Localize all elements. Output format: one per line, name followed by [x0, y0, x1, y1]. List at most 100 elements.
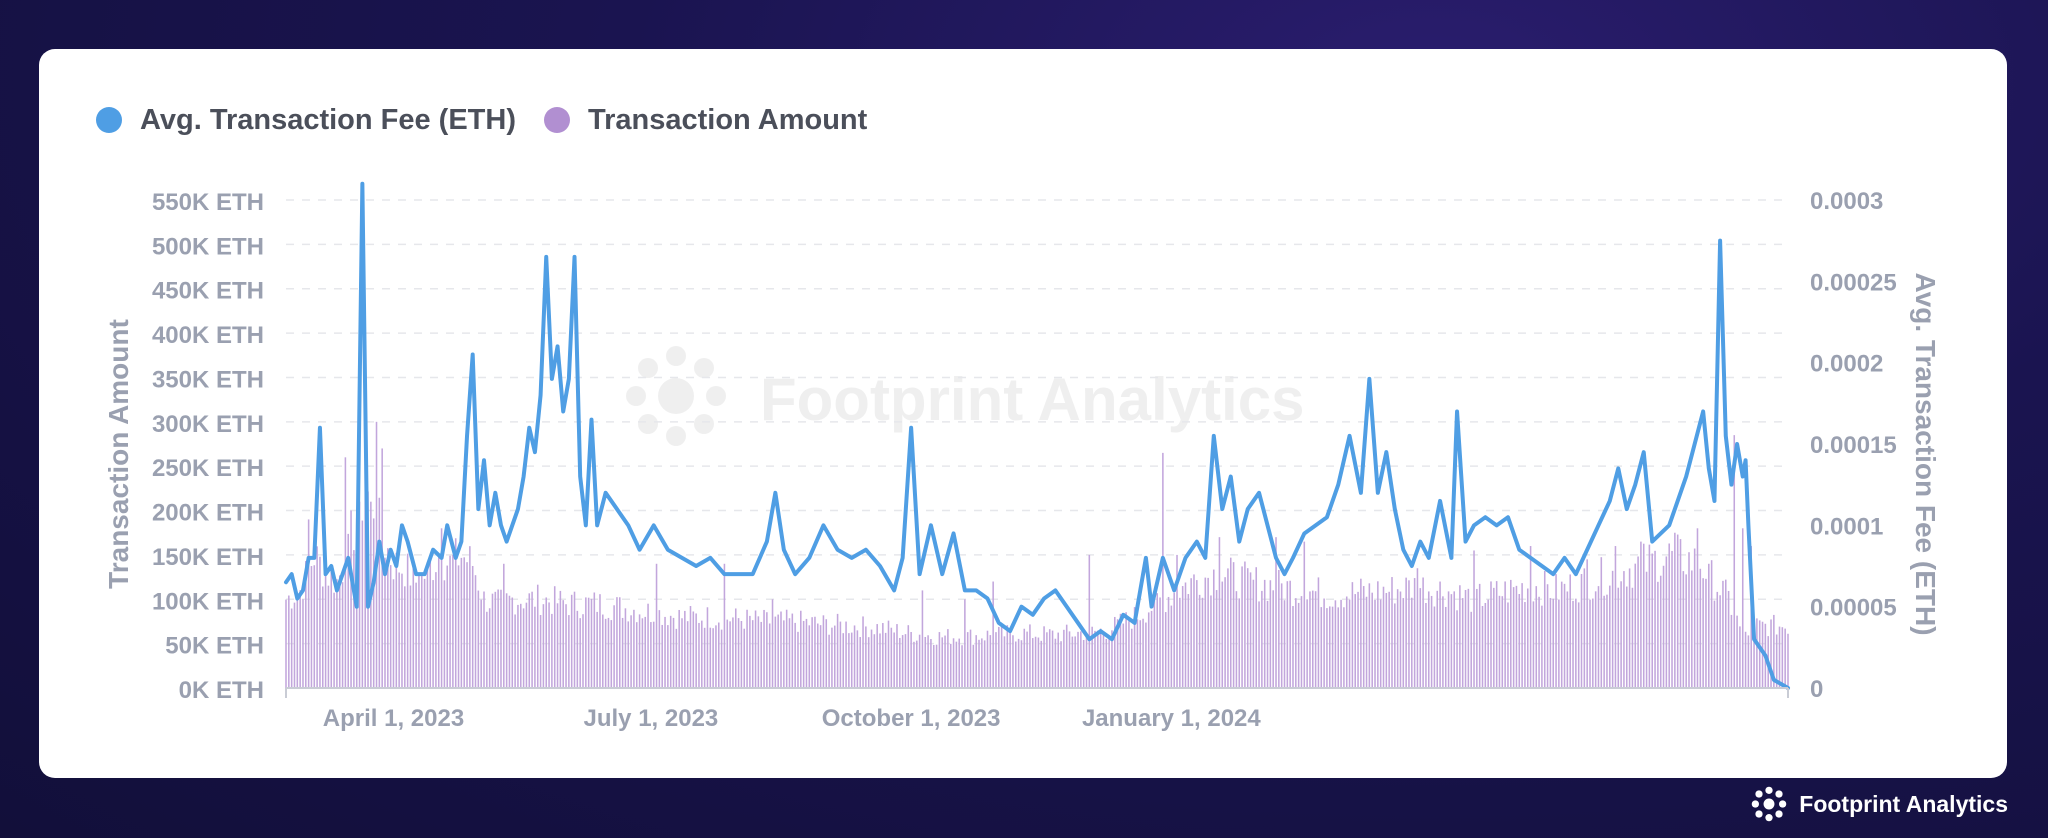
bar — [935, 644, 938, 688]
bar — [1303, 541, 1306, 688]
bar — [576, 610, 579, 688]
bar — [1269, 580, 1272, 688]
bar — [734, 608, 737, 688]
bar — [658, 610, 661, 688]
bar — [307, 519, 310, 688]
bar — [1583, 568, 1586, 688]
bar — [955, 641, 958, 688]
bar — [882, 623, 884, 688]
bar — [899, 637, 901, 688]
bar — [1224, 577, 1226, 688]
bar — [1306, 599, 1308, 688]
bar — [517, 604, 519, 688]
bar — [672, 617, 675, 688]
bar — [469, 546, 471, 688]
bar — [1498, 595, 1501, 688]
bar — [1068, 631, 1071, 688]
bar — [825, 619, 828, 688]
bar — [1645, 571, 1648, 688]
bar — [1003, 636, 1006, 688]
bar — [780, 611, 782, 688]
bar — [1218, 537, 1221, 688]
left-tick-label: 550K ETH — [152, 189, 264, 216]
bar — [471, 565, 474, 688]
bar — [568, 615, 570, 688]
bar — [1244, 561, 1246, 688]
bar — [1102, 632, 1105, 688]
bar — [562, 600, 564, 688]
bar — [590, 598, 593, 688]
legend-label-amount: Transaction Amount — [588, 103, 868, 136]
bar — [1278, 569, 1280, 688]
bar — [1648, 544, 1651, 688]
bar — [921, 590, 924, 688]
bar — [1773, 614, 1775, 688]
bar — [1674, 532, 1676, 688]
bar — [1444, 606, 1447, 688]
bar — [1122, 623, 1125, 688]
bar — [602, 614, 604, 688]
bar — [1379, 599, 1382, 688]
bar — [1391, 577, 1393, 688]
bar — [435, 572, 437, 688]
bar — [1541, 605, 1543, 688]
bar — [1473, 550, 1475, 688]
bar — [1272, 590, 1274, 688]
bar — [1464, 590, 1467, 688]
bar — [1193, 574, 1195, 688]
bar — [1659, 575, 1662, 688]
bar — [969, 629, 972, 688]
bar — [723, 563, 726, 688]
bar — [593, 592, 596, 688]
bar — [1521, 583, 1523, 688]
bar — [1136, 619, 1139, 688]
bar — [703, 627, 706, 688]
bar — [1026, 631, 1028, 688]
legend-item-fee[interactable]: Avg. Transaction Fee (ETH) — [96, 104, 516, 137]
bar — [870, 629, 873, 688]
bar — [952, 638, 955, 688]
bar — [924, 636, 927, 688]
bar — [1108, 636, 1110, 688]
bar — [1484, 602, 1487, 688]
bar — [740, 621, 743, 688]
bar — [768, 623, 771, 688]
bar — [443, 580, 446, 688]
bar — [536, 584, 539, 688]
bar — [989, 635, 992, 688]
bar — [1114, 616, 1116, 688]
bar — [1784, 628, 1786, 688]
bar — [500, 589, 502, 688]
bar — [876, 624, 878, 688]
bar — [689, 606, 692, 688]
bar — [932, 645, 935, 688]
bar — [879, 633, 881, 688]
bar — [1625, 586, 1628, 688]
legend-item-amount[interactable]: Transaction Amount — [544, 104, 867, 137]
bar — [412, 563, 415, 688]
bar — [808, 625, 811, 688]
bar — [398, 572, 400, 688]
bar — [828, 634, 830, 688]
bar — [514, 614, 516, 688]
bar — [763, 609, 765, 688]
bar — [1241, 566, 1243, 688]
legend-dot-amount — [544, 107, 570, 133]
bar — [599, 594, 601, 688]
bar — [559, 590, 562, 688]
bar — [378, 497, 381, 688]
bar — [511, 597, 514, 688]
bar — [992, 581, 994, 688]
bar — [635, 622, 638, 688]
bar — [610, 620, 613, 688]
bar — [1354, 594, 1356, 688]
bar — [1710, 560, 1713, 688]
bar — [630, 615, 632, 688]
bar — [1023, 628, 1026, 688]
bar — [313, 565, 316, 688]
bar — [1365, 596, 1368, 688]
bar — [1142, 618, 1144, 688]
bar — [1000, 625, 1003, 688]
bar — [1048, 629, 1051, 688]
bar — [1145, 622, 1147, 688]
